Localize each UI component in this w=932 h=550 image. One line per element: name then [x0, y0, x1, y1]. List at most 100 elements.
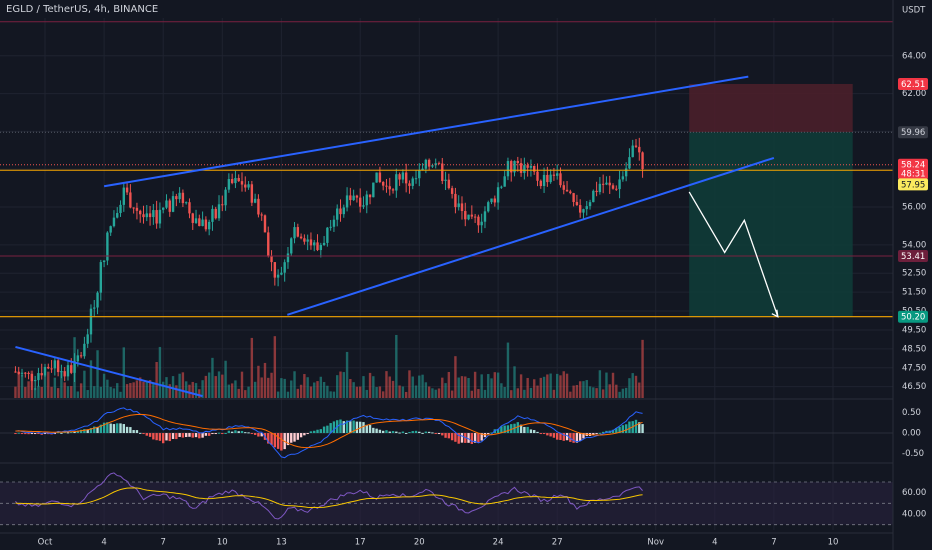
macd-histogram-bar [565, 433, 569, 441]
macd-histogram-bar [549, 433, 552, 437]
macd-histogram-bar [470, 433, 474, 444]
macd-histogram-bar [43, 433, 47, 435]
candle-body [184, 202, 188, 204]
volume-bar [14, 386, 17, 398]
macd-histogram-bar [148, 433, 152, 437]
candle-body [33, 380, 37, 382]
macd-histogram-bar [63, 432, 66, 434]
macd-histogram-bar [204, 433, 208, 436]
volume-bar [217, 371, 221, 398]
macd-histogram-bar [618, 426, 621, 434]
volume-bar [79, 383, 83, 398]
trendline-drawings[interactable] [15, 75, 779, 398]
candle-body [601, 183, 605, 185]
volume-bar [559, 375, 562, 398]
candle-body [493, 198, 497, 203]
macd-histogram-bar [345, 420, 349, 434]
candle-body [37, 373, 40, 381]
volume-bar [447, 371, 451, 398]
volume-bar [516, 388, 519, 398]
macd-histogram-bar [437, 433, 441, 435]
candle-body [362, 205, 365, 207]
rsi-pane[interactable] [0, 472, 893, 526]
macd-histogram-bar [418, 431, 421, 434]
macd-histogram-bar [444, 433, 447, 438]
volume-bar [112, 388, 116, 398]
candle-body [506, 161, 510, 177]
candle-body [395, 174, 398, 191]
volume-bar [158, 346, 162, 398]
macd-histogram-bar [86, 429, 89, 434]
volume-bar [204, 375, 208, 398]
candlestick-series[interactable] [14, 137, 644, 391]
macd-histogram-bar [322, 426, 326, 434]
price-label-box [898, 126, 928, 139]
volume-bar [480, 374, 483, 398]
volume-bar [510, 390, 513, 398]
volume-bar [96, 350, 99, 398]
macd-histogram-bar [116, 423, 119, 434]
macd-histogram-bar [102, 422, 106, 434]
volume-bar [60, 370, 63, 398]
candle-body [181, 192, 185, 204]
macd-histogram-bar [70, 431, 73, 434]
candle-body [191, 213, 194, 223]
candle-body [270, 256, 273, 263]
volume-bar [395, 334, 398, 398]
volume-bar [483, 389, 487, 398]
macd-histogram-bar [112, 424, 116, 434]
macd-histogram-bar [575, 433, 579, 443]
volume-bar [303, 374, 306, 398]
price-tick-label: 47.50 [902, 363, 926, 373]
volume-bar [93, 386, 96, 398]
candle-body [152, 210, 155, 218]
price-label-text: 57.95 [901, 180, 925, 190]
candle-body [112, 217, 116, 227]
candle-body [421, 168, 424, 171]
macd-histogram-bar [20, 433, 24, 435]
macd-histogram-bar [582, 433, 585, 439]
candle-body [408, 183, 411, 186]
volume-bar [142, 381, 145, 398]
macd-histogram-bar [66, 432, 70, 434]
horizontal-levels[interactable] [0, 21, 893, 318]
time-tick-label: 20 [414, 538, 425, 548]
macd-pane[interactable] [0, 407, 893, 459]
volume-bar [444, 383, 447, 398]
volume-bar [263, 362, 267, 398]
candle-body [464, 211, 467, 220]
candle-body [385, 185, 388, 187]
volume-bar [641, 339, 644, 398]
rsi-tick-label: 40.00 [902, 510, 926, 520]
macd-histogram-bar [303, 433, 306, 436]
volume-bar [441, 377, 444, 398]
macd-histogram-bar [572, 433, 575, 443]
macd-histogram-bar [319, 429, 322, 434]
macd-histogram-bar [83, 429, 86, 434]
candle-body [96, 292, 99, 308]
macd-histogram-bar [477, 433, 480, 443]
macd-histogram-bar [375, 428, 378, 434]
time-tick-label: 4 [712, 538, 717, 548]
macd-histogram-bar [125, 426, 129, 434]
candle-body [217, 204, 221, 219]
candle-body [119, 204, 122, 214]
macd-histogram-bar [175, 433, 178, 440]
macd-histogram-bar [601, 431, 605, 434]
macd-histogram-bar [395, 431, 398, 434]
macd-line [15, 407, 643, 459]
volume-bar [63, 382, 66, 398]
volume-bar [116, 383, 119, 398]
volume-bar [549, 373, 552, 398]
candle-body [391, 189, 395, 191]
volume-bar [267, 377, 270, 398]
volume-bar [316, 381, 319, 398]
volume-bar [424, 382, 428, 398]
macd-histogram-bar [385, 430, 388, 434]
candle-body [582, 209, 585, 213]
volume-bar [230, 383, 234, 398]
candle-body [605, 182, 608, 185]
candle-body [132, 207, 135, 209]
candle-body [106, 232, 109, 261]
